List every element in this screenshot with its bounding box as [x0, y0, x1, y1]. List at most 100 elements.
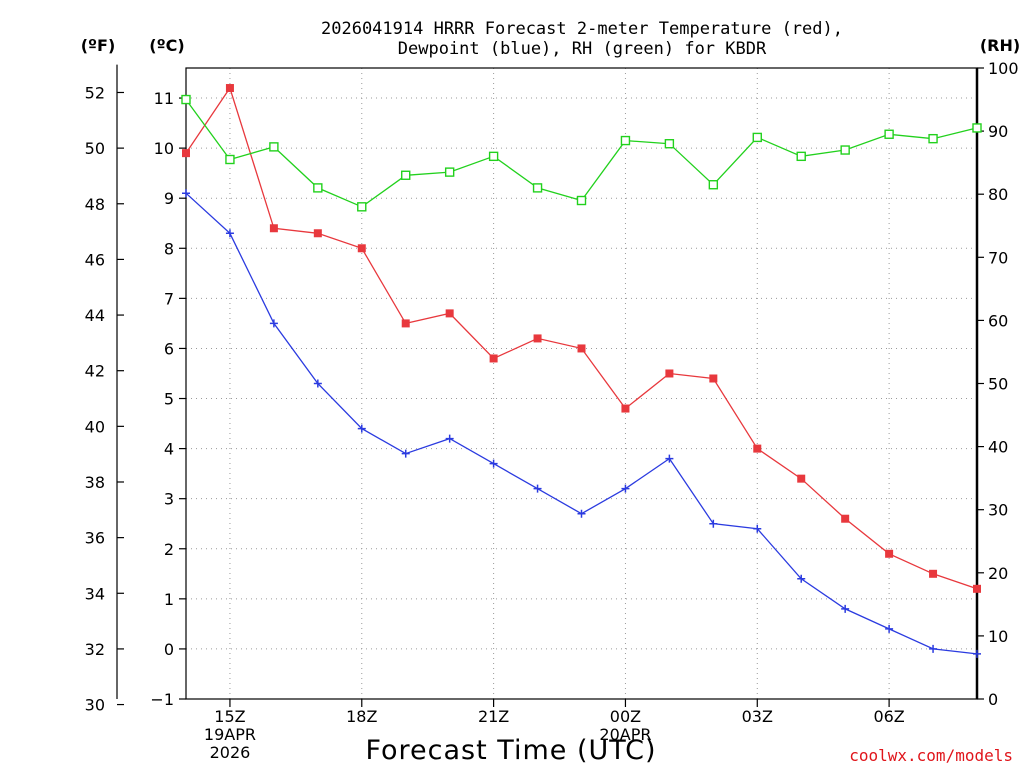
celsius-tick-label: 5 [164, 390, 174, 409]
chart-title-line1: 2026041914 HRRR Forecast 2-meter Tempera… [321, 19, 843, 39]
dewpoint-point [182, 189, 190, 198]
temperature-point [225, 84, 234, 93]
dewpoint-point [577, 509, 586, 518]
rh-point [444, 167, 455, 177]
fahrenheit-tick-label: 44 [85, 306, 105, 325]
credit-label: coolwx.com/models [849, 746, 1013, 765]
temperature-point [577, 344, 586, 353]
x-tick-label: 21Z [478, 707, 509, 726]
gridlines [186, 68, 977, 699]
rh-point [269, 142, 279, 152]
temperature-point [753, 444, 762, 453]
temperature-point [973, 584, 981, 593]
x-tick-label: 20APR [599, 725, 651, 744]
dewpoint-series [182, 189, 981, 658]
rh-tick-label: 80 [988, 185, 1008, 204]
temperature-point [533, 334, 542, 343]
temperature-point [709, 374, 718, 383]
dewpoint-point [489, 459, 498, 468]
rh-point [532, 183, 543, 193]
rh-tick-label: 30 [988, 501, 1008, 520]
rh-point [972, 123, 982, 133]
temperature-point [797, 474, 806, 483]
x-tick-label: 2026 [210, 743, 251, 762]
fahrenheit-tick-label: 52 [85, 83, 105, 102]
temperature-point [621, 404, 630, 413]
dewpoint-point [753, 524, 762, 533]
rh-point [401, 170, 411, 180]
celsius-tick-label: 9 [164, 189, 174, 208]
celsius-tick-label: 11 [154, 89, 174, 108]
dewpoint-point [929, 644, 938, 653]
fahrenheit-tick-label: 38 [85, 473, 105, 492]
x-tick-label: 19APR [204, 725, 256, 744]
rh-unit-label: (RH) [980, 36, 1020, 55]
celsius-tick-label: −1 [150, 690, 174, 709]
rh-series [181, 94, 982, 212]
dewpoint-line [185, 192, 978, 655]
rh-point [181, 94, 191, 105]
rh-tick-label: 100 [988, 59, 1019, 78]
temperature-point [401, 319, 410, 328]
celsius-tick-label: 7 [164, 289, 174, 308]
dewpoint-point [401, 449, 410, 458]
rh-line [185, 99, 978, 208]
x-tick-label: 18Z [346, 707, 377, 726]
rh-point [708, 180, 719, 190]
temperature-series [182, 84, 981, 593]
dewpoint-point [709, 519, 718, 528]
rh-point [488, 151, 499, 162]
temperature-point [665, 369, 674, 378]
rh-point [620, 135, 631, 146]
dewpoint-point [665, 454, 674, 463]
rh-point [796, 151, 806, 162]
rh-point [357, 202, 367, 212]
dewpoint-point [225, 229, 234, 238]
rh-tick-label: 70 [988, 248, 1008, 267]
temperature-point [489, 354, 498, 363]
axes: −101234567891011303234363840424446485052… [85, 59, 1019, 762]
celsius-tick-label: 1 [164, 590, 174, 609]
temperature-point [929, 569, 938, 578]
dewpoint-point [269, 319, 278, 328]
x-axis-label: Forecast Time (UTC) [365, 735, 656, 766]
dewpoint-point [885, 624, 894, 633]
celsius-tick-label: 0 [164, 640, 174, 659]
rh-point [313, 183, 323, 193]
rh-tick-label: 50 [988, 375, 1008, 394]
fahrenheit-tick-label: 36 [85, 529, 105, 548]
fahrenheit-unit-label: (ºF) [81, 36, 116, 55]
dewpoint-point [621, 484, 630, 493]
rh-point [884, 129, 894, 139]
rh-point [928, 133, 938, 144]
temperature-point [182, 149, 190, 158]
celsius-tick-label: 6 [164, 339, 174, 358]
rh-tick-label: 20 [988, 564, 1008, 583]
rh-tick-label: 90 [988, 122, 1008, 141]
dewpoint-point [973, 649, 981, 658]
celsius-tick-label: 4 [164, 440, 174, 459]
fahrenheit-tick-label: 42 [85, 362, 105, 381]
celsius-tick-label: 2 [164, 540, 174, 559]
dewpoint-point [445, 434, 454, 443]
celsius-unit-label: (ºC) [149, 36, 184, 55]
x-tick-label: 06Z [873, 707, 904, 726]
dewpoint-point [313, 379, 322, 388]
celsius-tick-label: 8 [164, 239, 174, 258]
x-tick-label: 00Z [610, 707, 641, 726]
fahrenheit-tick-label: 48 [85, 195, 105, 214]
temperature-point [445, 309, 454, 318]
celsius-tick-label: 3 [164, 490, 174, 509]
rh-point [225, 154, 235, 165]
rh-tick-label: 0 [988, 690, 998, 709]
temperature-point [313, 229, 322, 238]
temperature-point [357, 244, 366, 253]
fahrenheit-tick-label: 32 [85, 640, 105, 659]
data-series [181, 84, 982, 658]
dewpoint-point [841, 604, 850, 613]
fahrenheit-tick-label: 30 [85, 696, 105, 715]
dewpoint-point [797, 574, 806, 583]
fahrenheit-tick-label: 50 [85, 139, 105, 158]
temperature-point [269, 224, 278, 233]
